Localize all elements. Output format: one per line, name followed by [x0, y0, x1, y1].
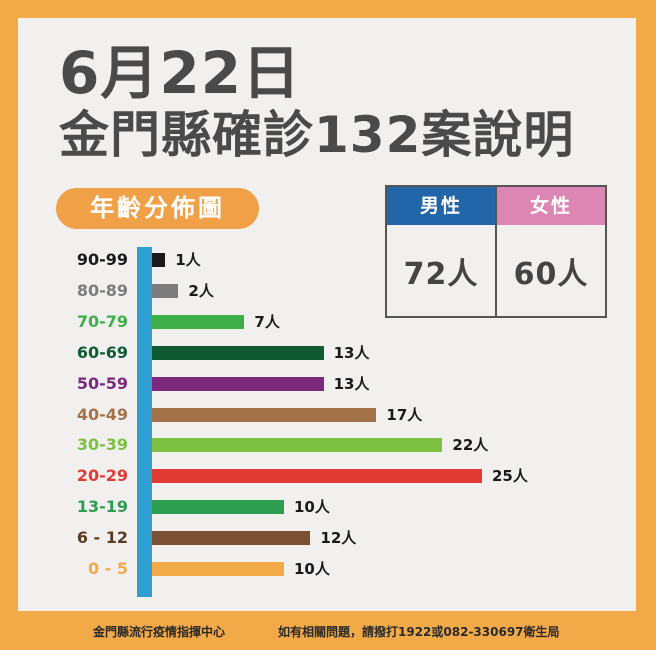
age-range-label: 70-79 [76, 311, 128, 331]
bar [152, 438, 443, 453]
male-count: 72人 [403, 256, 479, 292]
gender-col-female: 女性 60人 [495, 187, 605, 316]
footer: 金門縣流行疫情指揮中心 如有相關問題，請撥打1922或082-330697衛生局 [0, 620, 656, 644]
age-range-label: 0 - 5 [87, 559, 128, 578]
bar [152, 500, 284, 515]
gender-table: 男性 72人 女性 60人 [385, 185, 607, 318]
footer-contact: 如有相關問題，請撥打1922或082-330697衛生局 [278, 625, 560, 639]
chart-row: 0 - 5 10人 [0, 554, 600, 585]
chart-axis [137, 247, 152, 597]
chart-row: 90-99 1人 [0, 245, 600, 276]
age-range-label: 30-39 [76, 435, 128, 455]
bar-value-label: 10人 [294, 560, 330, 578]
chart-row: 40-49 17人 [0, 400, 600, 431]
bar-value-label: 2人 [188, 281, 214, 300]
bar-value-label: 22人 [452, 436, 489, 455]
content-panel [18, 18, 636, 611]
bar [152, 531, 311, 546]
age-range-label: 50-59 [76, 373, 128, 393]
age-range-label: 6 - 12 [76, 528, 128, 548]
footer-organization: 金門縣流行疫情指揮中心 [93, 625, 226, 639]
bar-value-label: 17人 [386, 405, 423, 424]
chart-row: 13-19 10人 [0, 492, 600, 523]
bar [152, 562, 284, 576]
bar [152, 345, 324, 360]
age-range-label: 60-69 [76, 342, 128, 362]
bar-value-label: 1人 [175, 251, 201, 269]
bar [152, 314, 245, 329]
bar-value-label: 12人 [320, 529, 357, 548]
female-header: 女性 [497, 187, 605, 225]
bar [152, 283, 179, 298]
age-range-label: 20-29 [76, 466, 128, 486]
bar-value-label: 7人 [254, 312, 280, 331]
chart-row: 60-69 13人 [0, 338, 600, 369]
age-range-label: 80-89 [76, 280, 128, 300]
bar [152, 376, 324, 391]
page-title: 金門縣確診132案說明 [59, 106, 575, 164]
chart-row: 20-29 25人 [0, 461, 600, 492]
bar [152, 469, 482, 484]
chart-row: 30-39 22人 [0, 430, 600, 461]
bar-value-label: 13人 [333, 374, 370, 393]
age-range-label: 90-99 [76, 250, 128, 269]
chart-row: 70-79 7人 [0, 307, 600, 338]
bar-value-label: 13人 [333, 343, 370, 362]
chart-row: 6 - 12 12人 [0, 523, 600, 554]
bar [152, 253, 166, 267]
age-range-label: 40-49 [76, 404, 128, 424]
chart-row: 50-59 13人 [0, 369, 600, 400]
bar-value-label: 25人 [492, 467, 528, 486]
page-title-date: 6月22日 [59, 39, 302, 107]
bar-value-label: 10人 [294, 498, 330, 517]
male-header: 男性 [387, 187, 495, 225]
bar [152, 407, 377, 422]
chart-row: 80-89 2人 [0, 276, 600, 307]
female-count: 60人 [513, 256, 589, 292]
section-label-age-distribution: 年齡分佈圖 [56, 188, 259, 229]
age-range-label: 13-19 [76, 497, 128, 517]
gender-col-male: 男性 72人 [387, 187, 495, 316]
